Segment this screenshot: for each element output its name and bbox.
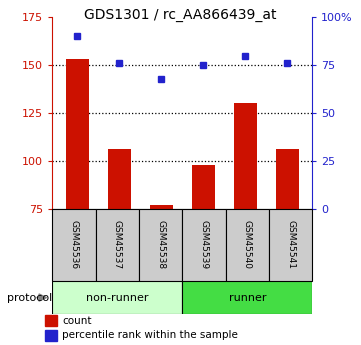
Text: runner: runner: [229, 293, 266, 303]
Bar: [52, 281, 182, 314]
Text: percentile rank within the sample: percentile rank within the sample: [62, 331, 238, 341]
Bar: [226, 209, 269, 281]
Bar: [234, 104, 257, 209]
Bar: [66, 59, 89, 209]
Bar: [182, 209, 226, 281]
Bar: [150, 205, 173, 209]
Text: GSM45538: GSM45538: [156, 220, 165, 269]
Text: GSM45541: GSM45541: [286, 220, 295, 269]
Text: count: count: [62, 316, 92, 326]
Text: GSM45537: GSM45537: [113, 220, 122, 269]
Text: GSM45540: GSM45540: [243, 220, 252, 269]
Bar: [269, 209, 312, 281]
Bar: [45, 315, 57, 326]
Bar: [45, 330, 57, 341]
Bar: [108, 149, 131, 209]
Bar: [182, 281, 312, 314]
Bar: [139, 209, 182, 281]
Text: GSM45536: GSM45536: [70, 220, 78, 269]
Bar: [52, 209, 96, 281]
Text: non-runner: non-runner: [86, 293, 149, 303]
Text: GSM45539: GSM45539: [200, 220, 208, 269]
Bar: [275, 149, 299, 209]
Text: protocol: protocol: [7, 293, 52, 303]
Bar: [96, 209, 139, 281]
Bar: [192, 165, 215, 209]
Text: GDS1301 / rc_AA866439_at: GDS1301 / rc_AA866439_at: [84, 8, 277, 22]
